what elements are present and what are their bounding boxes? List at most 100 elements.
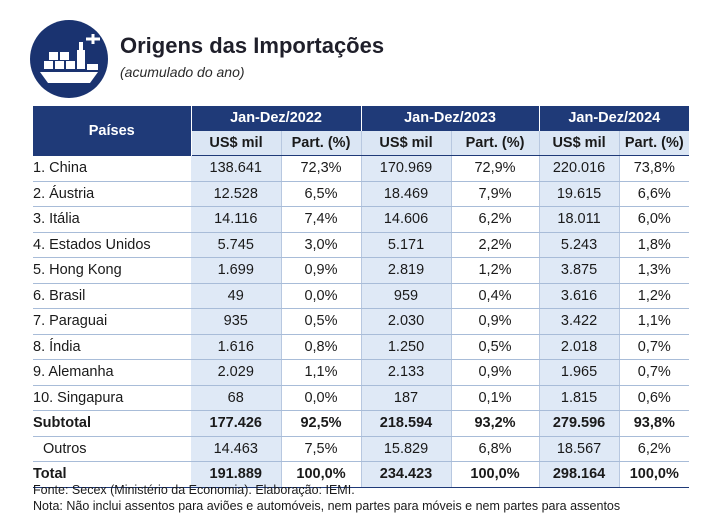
usd-value-cell: 1.250 bbox=[361, 334, 452, 360]
usd-value-cell: 2.029 bbox=[191, 359, 282, 386]
share-value-cell: 0,0% bbox=[281, 283, 362, 309]
country-cell: 9. Alemanha bbox=[33, 359, 191, 386]
usd-value-cell: 3.616 bbox=[539, 283, 620, 309]
share-value-cell: 1,3% bbox=[619, 257, 690, 284]
usd-value-cell: 15.829 bbox=[361, 436, 452, 462]
ship-icon bbox=[30, 20, 108, 98]
usd-value-cell: 5.745 bbox=[191, 232, 282, 258]
share-value-cell: 93,2% bbox=[451, 410, 540, 437]
source-note: Fonte: Secex (Ministério da Economia). E… bbox=[33, 483, 355, 497]
usd-value-cell: 191.889 bbox=[191, 461, 282, 488]
table-row: 4. Estados Unidos 5.745 3,0% 5.171 2,2% 5.243… bbox=[33, 232, 690, 258]
share-value-cell: 0,7% bbox=[619, 359, 690, 386]
table-row: 8. Índia 1.616 0,8% 1.250 0,5% 2.018 0,7% bbox=[33, 334, 690, 360]
share-value-cell: 1,8% bbox=[619, 232, 690, 258]
usd-value-cell: 18.567 bbox=[539, 436, 620, 462]
usd-value-cell: 12.528 bbox=[191, 181, 282, 207]
share-value-cell: 100,0% bbox=[281, 461, 362, 488]
share-value-cell: 7,4% bbox=[281, 206, 362, 233]
share-value-cell: 0,8% bbox=[281, 334, 362, 360]
usd-value-cell: 1.699 bbox=[191, 257, 282, 284]
usd-value-cell: 279.596 bbox=[539, 410, 620, 437]
share-value-cell: 3,0% bbox=[281, 232, 362, 258]
share-value-cell: 7,9% bbox=[451, 181, 540, 207]
share-value-cell: 0,4% bbox=[451, 283, 540, 309]
table-row: 9. Alemanha 2.029 1,1% 2.133 0,9% 1.965 0,7% bbox=[33, 359, 690, 386]
usd-value-cell: 298.164 bbox=[539, 461, 620, 488]
share-value-cell: 6,0% bbox=[619, 206, 690, 233]
usd-value-cell: 935 bbox=[191, 308, 282, 335]
share-value-cell: 100,0% bbox=[619, 461, 690, 488]
share-value-cell: 100,0% bbox=[451, 461, 540, 488]
country-cell: 2. Áustria bbox=[33, 181, 191, 207]
table-row: 10. Singapura 68 0,0% 187 0,1% 1.815 0,6% bbox=[33, 385, 690, 411]
usd-value-cell: 14.116 bbox=[191, 206, 282, 233]
usd-header: US$ mil bbox=[361, 130, 452, 156]
share-value-cell: 0,5% bbox=[451, 334, 540, 360]
period-header-2022: Jan-Dez/2022 bbox=[191, 106, 362, 131]
usd-value-cell: 959 bbox=[361, 283, 452, 309]
usd-value-cell: 2.018 bbox=[539, 334, 620, 360]
country-cell: 8. Índia bbox=[33, 334, 191, 360]
usd-header: US$ mil bbox=[539, 130, 620, 156]
usd-value-cell: 177.426 bbox=[191, 410, 282, 437]
usd-value-cell: 3.422 bbox=[539, 308, 620, 335]
share-value-cell: 0,5% bbox=[281, 308, 362, 335]
part-header: Part. (%) bbox=[451, 130, 540, 156]
country-cell: 5. Hong Kong bbox=[33, 257, 191, 284]
page-subtitle: (acumulado do ano) bbox=[120, 64, 245, 80]
country-cell: 10. Singapura bbox=[33, 385, 191, 411]
share-value-cell: 0,7% bbox=[619, 334, 690, 360]
share-value-cell: 0,9% bbox=[451, 359, 540, 386]
usd-value-cell: 220.016 bbox=[539, 155, 620, 182]
share-value-cell: 6,2% bbox=[619, 436, 690, 462]
usd-value-cell: 2.030 bbox=[361, 308, 452, 335]
usd-value-cell: 1.965 bbox=[539, 359, 620, 386]
table-row: Outros 14.463 7,5% 15.829 6,8% 18.567 6,2% bbox=[33, 436, 690, 462]
share-value-cell: 1,1% bbox=[619, 308, 690, 335]
table-row: 6. Brasil 49 0,0% 959 0,4% 3.616 1,2% bbox=[33, 283, 690, 309]
country-cell: Total bbox=[33, 461, 191, 488]
share-value-cell: 6,6% bbox=[619, 181, 690, 207]
share-value-cell: 0,6% bbox=[619, 385, 690, 411]
usd-value-cell: 218.594 bbox=[361, 410, 452, 437]
country-cell: 7. Paraguai bbox=[33, 308, 191, 335]
table-row: 3. Itália 14.116 7,4% 14.606 6,2% 18.011 6,0% bbox=[33, 206, 690, 233]
period-header-2023: Jan-Dez/2023 bbox=[361, 106, 540, 131]
country-header: Países bbox=[33, 106, 192, 156]
footnote: Nota: Não inclui assentos para aviões e … bbox=[33, 499, 621, 513]
table-row: Total 191.889 100,0% 234.423 100,0% 298.164 10… bbox=[33, 461, 690, 488]
share-value-cell: 6,5% bbox=[281, 181, 362, 207]
share-value-cell: 6,2% bbox=[451, 206, 540, 233]
share-value-cell: 7,5% bbox=[281, 436, 362, 462]
usd-value-cell: 2.133 bbox=[361, 359, 452, 386]
table-row: Subtotal 177.426 92,5% 218.594 93,2% 279.596 9… bbox=[33, 410, 690, 437]
table-row: 1. China 138.641 72,3% 170.969 72,9% 220.016 7… bbox=[33, 155, 690, 182]
usd-value-cell: 19.615 bbox=[539, 181, 620, 207]
usd-value-cell: 234.423 bbox=[361, 461, 452, 488]
usd-value-cell: 1.815 bbox=[539, 385, 620, 411]
usd-value-cell: 138.641 bbox=[191, 155, 282, 182]
usd-value-cell: 5.171 bbox=[361, 232, 452, 258]
table-row: 7. Paraguai 935 0,5% 2.030 0,9% 3.422 1,1% bbox=[33, 308, 690, 335]
share-value-cell: 0,9% bbox=[281, 257, 362, 284]
country-cell: Subtotal bbox=[33, 410, 191, 437]
usd-value-cell: 49 bbox=[191, 283, 282, 309]
country-cell: 1. China bbox=[33, 155, 191, 182]
usd-value-cell: 1.616 bbox=[191, 334, 282, 360]
table-row: 2. Áustria 12.528 6,5% 18.469 7,9% 19.615 6,6% bbox=[33, 181, 690, 207]
usd-value-cell: 68 bbox=[191, 385, 282, 411]
usd-value-cell: 170.969 bbox=[361, 155, 452, 182]
usd-value-cell: 14.606 bbox=[361, 206, 452, 233]
share-value-cell: 2,2% bbox=[451, 232, 540, 258]
usd-value-cell: 14.463 bbox=[191, 436, 282, 462]
share-value-cell: 0,9% bbox=[451, 308, 540, 335]
country-cell: 6. Brasil bbox=[33, 283, 191, 309]
country-cell: 4. Estados Unidos bbox=[33, 232, 191, 258]
page-title: Origens das Importações bbox=[120, 33, 385, 58]
usd-value-cell: 187 bbox=[361, 385, 452, 411]
share-value-cell: 0,0% bbox=[281, 385, 362, 411]
share-value-cell: 1,2% bbox=[619, 283, 690, 309]
share-value-cell: 1,2% bbox=[451, 257, 540, 284]
period-header-2024: Jan-Dez/2024 bbox=[539, 106, 690, 131]
